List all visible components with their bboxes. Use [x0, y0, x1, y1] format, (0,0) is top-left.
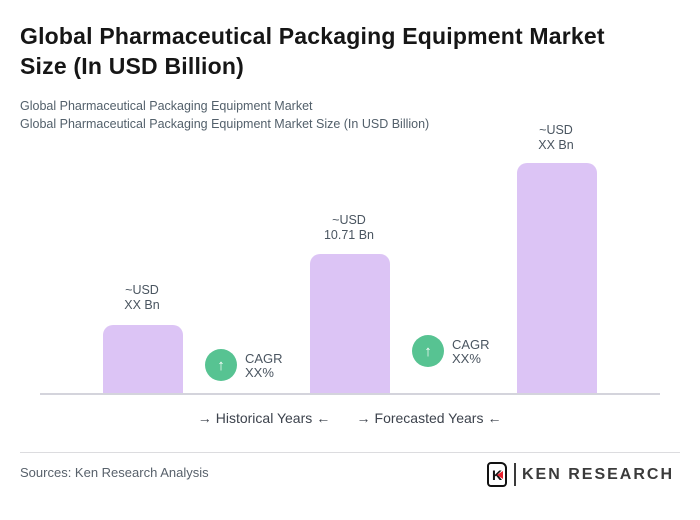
- cagr-label: CAGR: [452, 337, 490, 352]
- chart-subtitle-line2: Global Pharmaceutical Packaging Equipmen…: [20, 117, 430, 131]
- bar3-label-line1: ~USD: [539, 123, 573, 137]
- page-title: Global Pharmaceutical Packaging Equipmen…: [20, 21, 685, 81]
- cagr-annotation: CAGR XX%: [245, 352, 283, 380]
- footer-divider: [20, 452, 680, 453]
- page-title-line2: Size (In USD Billion): [20, 53, 244, 79]
- chart-subtitle: Global Pharmaceutical Packaging Equipmen…: [20, 97, 680, 133]
- up-arrow-glyph: ↑: [424, 342, 432, 360]
- cagr-value: XX%: [245, 365, 274, 380]
- left-arrow-icon: ←: [487, 410, 502, 426]
- left-arrow-icon: ←: [316, 410, 331, 426]
- logo-wordmark: KEN RESEARCH: [522, 465, 675, 483]
- page-title-line1: Global Pharmaceutical Packaging Equipmen…: [20, 23, 605, 49]
- growth-up-arrow-icon: ↑: [412, 335, 444, 367]
- cagr-value: XX%: [452, 351, 481, 366]
- bar-base-year: [310, 254, 390, 394]
- emblem-red-triangle: [497, 471, 503, 479]
- cagr-annotation: CAGR XX%: [452, 338, 490, 366]
- growth-up-arrow-icon: ↑: [205, 349, 237, 381]
- bar-forecast: [517, 163, 597, 394]
- logo-divider-bar: [514, 463, 516, 486]
- bar1-label-line1: ~USD: [125, 283, 159, 297]
- right-arrow-icon: →: [197, 410, 212, 426]
- up-arrow-glyph: ↑: [217, 356, 225, 374]
- x-axis-baseline: [40, 393, 660, 395]
- right-arrow-icon: →: [356, 410, 371, 426]
- bar3-label-line2: XX Bn: [538, 137, 574, 152]
- bar1-label-line2: XX Bn: [124, 297, 160, 312]
- bar2-label-line2: 10.71 Bn: [323, 227, 375, 242]
- cagr-label: CAGR: [245, 351, 283, 366]
- axis-caption-forecasted: → Forecasted Years ←: [334, 410, 524, 426]
- chart-subtitle-line1: Global Pharmaceutical Packaging Equipmen…: [20, 99, 313, 113]
- bar-value-label: ~USD XX Bn: [486, 123, 626, 152]
- bar-historical: [103, 325, 183, 394]
- ken-research-logo: K KEN RESEARCH: [487, 461, 674, 488]
- ken-research-emblem-icon: K: [487, 462, 507, 487]
- axis-caption-text: Forecasted Years: [374, 410, 484, 426]
- sources-note: Sources: Ken Research Analysis: [20, 465, 209, 480]
- axis-caption-historical: → Historical Years ←: [169, 410, 359, 426]
- bar-value-label: ~USD XX Bn: [72, 283, 212, 312]
- axis-caption-text: Historical Years: [215, 410, 313, 426]
- bar2-label-line1: ~USD: [332, 213, 366, 227]
- bar-value-label: ~USD 10.71 Bn: [279, 213, 419, 242]
